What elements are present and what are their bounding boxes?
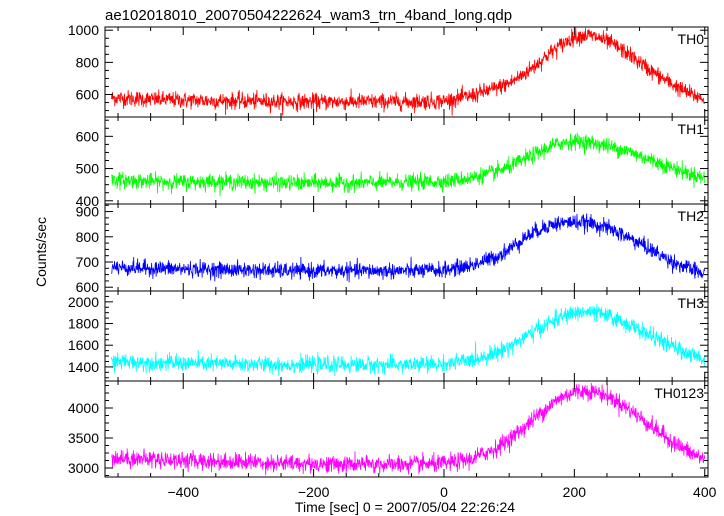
panel-label-th2: TH2 bbox=[678, 208, 705, 224]
y-tick-label: 3500 bbox=[68, 430, 99, 446]
y-tick-label: 4000 bbox=[68, 400, 99, 416]
panel-label-th0123: TH0123 bbox=[654, 385, 704, 401]
y-tick-label: 2000 bbox=[68, 294, 99, 310]
y-tick-label: 500 bbox=[76, 161, 100, 177]
y-tick-label: 600 bbox=[76, 128, 100, 144]
y-tick-label: 600 bbox=[76, 87, 100, 103]
panel-label-th0: TH0 bbox=[678, 31, 705, 47]
y-tick-label: 1800 bbox=[68, 316, 99, 332]
chart-title: ae102018010_20070504222624_wam3_trn_4ban… bbox=[105, 7, 512, 24]
y-tick-label: 800 bbox=[76, 54, 100, 70]
y-tick-label: 600 bbox=[76, 279, 100, 295]
panel-frame bbox=[104, 116, 709, 205]
y-tick-label: 3000 bbox=[68, 460, 99, 476]
panel-frame bbox=[104, 290, 709, 382]
panel-th0: 600 800 1000 TH0 bbox=[68, 22, 709, 118]
y-axis-label: Counts/sec bbox=[33, 217, 49, 287]
x-tick-label: −200 bbox=[298, 484, 330, 500]
y-tick-label: 700 bbox=[76, 254, 100, 270]
x-axis-label: Time [sec] 0 = 2007/05/04 22:26:24 bbox=[295, 499, 515, 515]
x-tick-label: −400 bbox=[167, 484, 199, 500]
panel-label-th1: TH1 bbox=[678, 121, 705, 137]
panel-frame bbox=[104, 203, 709, 292]
y-tick-label: 1400 bbox=[68, 359, 99, 375]
y-tick-label: 1600 bbox=[68, 337, 99, 353]
x-tick-label: 200 bbox=[563, 484, 587, 500]
series-line-th2 bbox=[111, 213, 706, 283]
panel-label-th3: TH3 bbox=[678, 295, 705, 311]
panels-layer: 600 800 1000 TH0 400 500 600 TH1 600 700 800 900 TH2… bbox=[68, 22, 717, 500]
series-line-th0123 bbox=[111, 382, 706, 476]
y-tick-label: 400 bbox=[76, 193, 100, 209]
panel-th0123: 3000 3500 4000 TH0123 bbox=[68, 380, 709, 478]
panel-th1: 400 500 600 TH1 bbox=[76, 116, 709, 209]
series-line-th0 bbox=[111, 27, 706, 116]
series-line-th3 bbox=[111, 304, 706, 377]
series-line-th1 bbox=[111, 132, 706, 197]
y-tick-label: 1000 bbox=[68, 22, 99, 38]
panel-th2: 600 700 800 900 TH2 bbox=[76, 203, 709, 295]
y-tick-label: 800 bbox=[76, 229, 100, 245]
panel-frame bbox=[104, 380, 709, 478]
x-tick-label: 0 bbox=[440, 484, 448, 500]
panel-th3: 1400 1600 1800 2000 TH3 bbox=[68, 290, 709, 382]
y-tick-label: 900 bbox=[76, 204, 100, 220]
x-tick-label: 400 bbox=[693, 484, 717, 500]
